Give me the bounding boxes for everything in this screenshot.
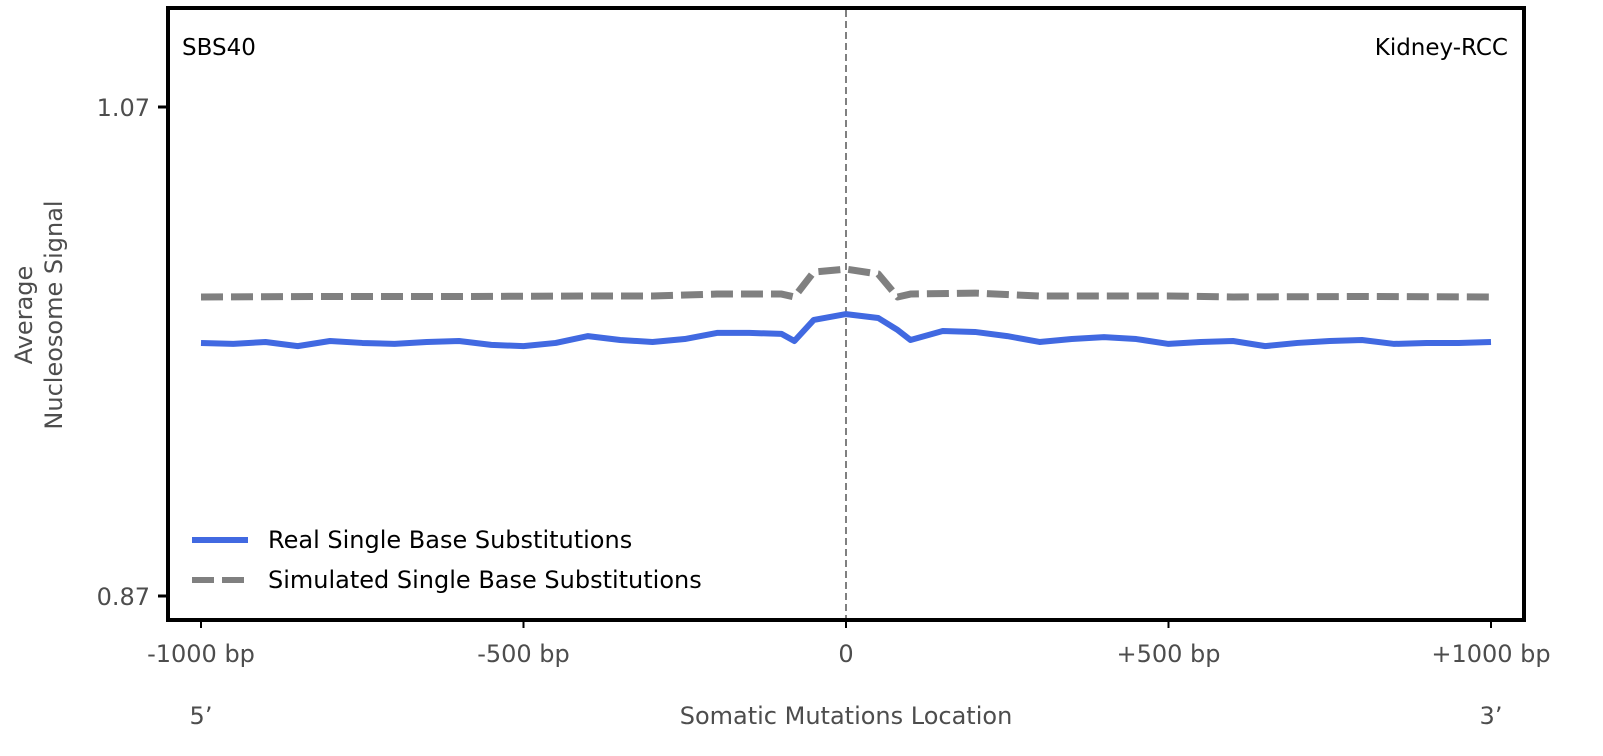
x-tick-label: +500 bp xyxy=(1116,640,1220,668)
x-end-label-3prime: 3’ xyxy=(1480,702,1503,730)
y-tick-label: 0.87 xyxy=(97,583,150,611)
x-tick-label: 0 xyxy=(838,640,853,668)
x-tick-label: +1000 bp xyxy=(1431,640,1550,668)
legend-label-simulated: Simulated Single Base Substitutions xyxy=(268,566,702,594)
y-axis-label-line2: Nucleosome Signal xyxy=(40,200,68,429)
y-tick-label: 1.07 xyxy=(97,94,150,122)
legend-label-real: Real Single Base Substitutions xyxy=(268,526,632,554)
series-line-simulated xyxy=(200,265,1492,301)
x-end-label-5prime: 5’ xyxy=(190,702,213,730)
series-line-real xyxy=(200,311,1492,350)
legend: Real Single Base Substitutions Simulated… xyxy=(192,526,702,594)
x-axis-label: Somatic Mutations Location xyxy=(680,702,1013,730)
y-axis-label-line1: Average xyxy=(10,266,38,365)
x-tick-label: -500 bp xyxy=(477,640,570,668)
signature-label: SBS40 xyxy=(182,35,256,61)
x-tick-label: -1000 bp xyxy=(147,640,255,668)
tissue-label: Kidney-RCC xyxy=(1375,35,1508,61)
